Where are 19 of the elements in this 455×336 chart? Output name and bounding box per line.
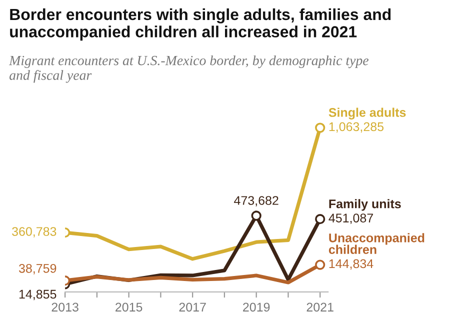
data-label: 144,834 [329, 259, 374, 270]
data-label: 14,855 [19, 290, 56, 300]
data-label: 451,087 [328, 214, 373, 224]
series-label: Single adults [328, 108, 406, 120]
data-label: 473,682 [234, 196, 278, 206]
data-label: 38,759 [18, 264, 56, 274]
point [251, 210, 262, 221]
x-tick-label: 2015 [116, 302, 142, 312]
x-tick-label: 2013 [52, 302, 78, 312]
chart-subtitle: Migrant encounters at U.S.-Mexico border, by demographic type and fiscal year [8, 55, 369, 83]
series-label: Unaccompanied children [328, 233, 424, 254]
data-label: 360,783 [12, 227, 56, 238]
chart-title: Border encounters with single adults, families and unaccompanied children all increased in 2021 [10, 8, 391, 41]
point [315, 214, 326, 224]
series-label: Family units [329, 199, 401, 211]
x-tick-label: 2017 [179, 302, 206, 312]
x-tick-label: 2021 [306, 302, 334, 312]
x-tick-label: 2019 [243, 302, 270, 312]
data-label: 1,063,285 [329, 122, 384, 133]
